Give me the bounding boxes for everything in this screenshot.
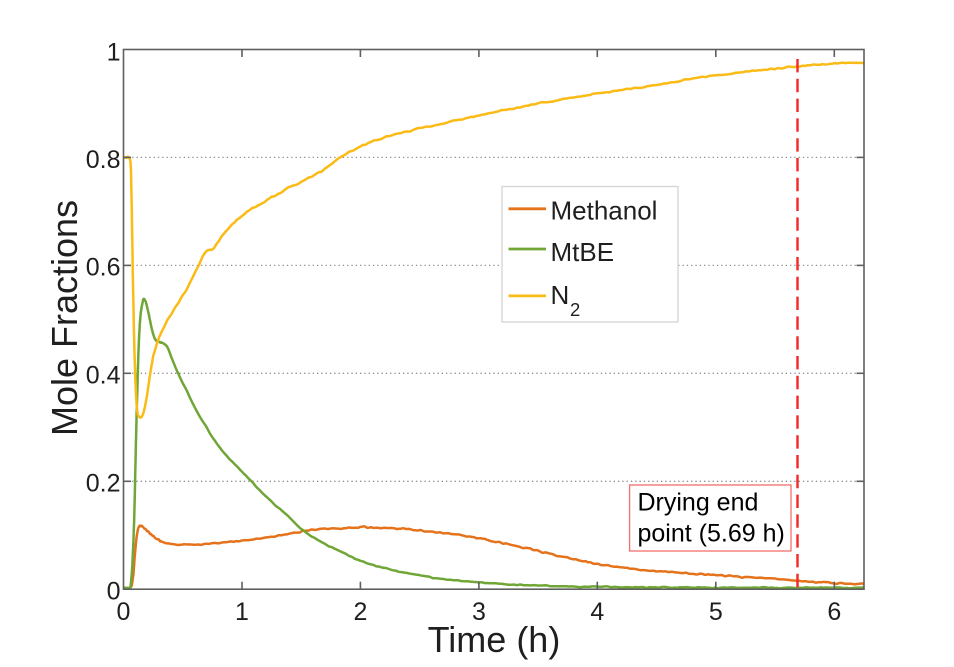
svg-text:0: 0 bbox=[107, 578, 121, 606]
svg-text:0.2: 0.2 bbox=[86, 470, 121, 498]
svg-text:Time (h): Time (h) bbox=[428, 619, 561, 660]
svg-text:3: 3 bbox=[472, 598, 486, 626]
svg-text:N: N bbox=[551, 280, 570, 310]
svg-text:0: 0 bbox=[117, 598, 131, 626]
svg-text:Drying end: Drying end bbox=[638, 488, 759, 516]
svg-text:2: 2 bbox=[570, 299, 580, 320]
svg-text:6: 6 bbox=[827, 598, 841, 626]
svg-text:0.8: 0.8 bbox=[86, 146, 121, 174]
svg-text:1: 1 bbox=[107, 38, 121, 66]
svg-text:Methanol: Methanol bbox=[551, 195, 658, 225]
svg-text:2: 2 bbox=[353, 598, 367, 626]
svg-text:MtBE: MtBE bbox=[551, 237, 615, 267]
svg-text:Mole Fractions: Mole Fractions bbox=[44, 200, 85, 436]
svg-text:0.4: 0.4 bbox=[86, 362, 121, 390]
svg-text:0.6: 0.6 bbox=[86, 254, 121, 282]
svg-text:4: 4 bbox=[590, 598, 604, 626]
svg-text:point (5.69 h): point (5.69 h) bbox=[638, 519, 785, 547]
svg-text:1: 1 bbox=[235, 598, 249, 626]
svg-text:5: 5 bbox=[709, 598, 723, 626]
